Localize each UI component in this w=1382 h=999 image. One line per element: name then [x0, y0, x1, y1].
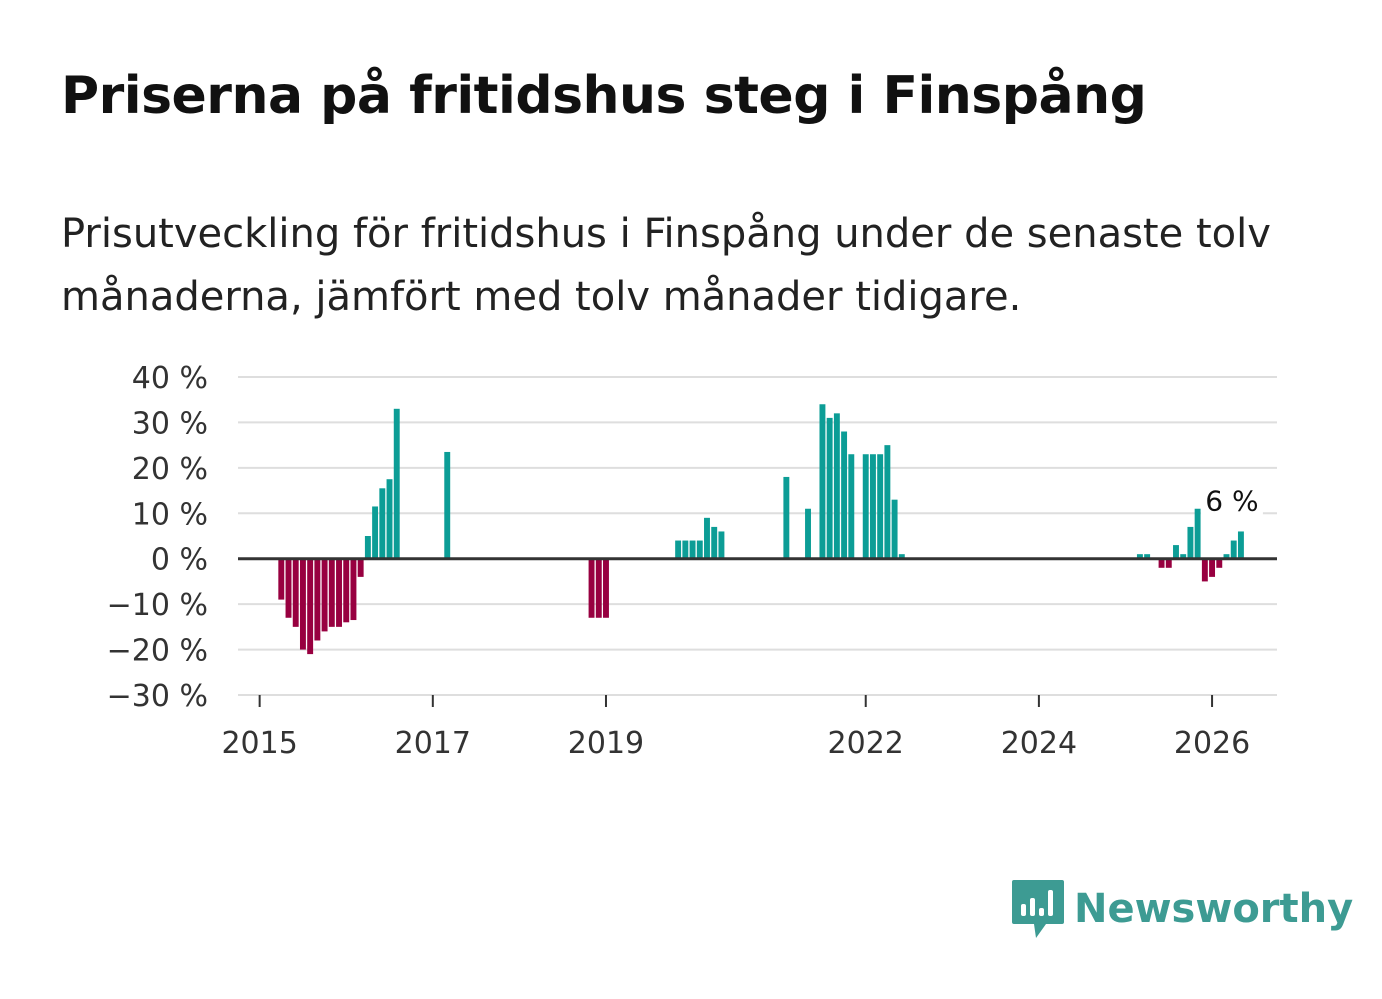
bar [783, 476, 790, 559]
bar [1194, 508, 1201, 559]
gridlines [238, 376, 1277, 696]
bar [1165, 558, 1172, 568]
bar [682, 540, 689, 559]
x-tick-label: 2017 [395, 726, 471, 761]
bar [675, 540, 682, 559]
chart-subtitle: Prisutveckling för fritidshus i Finspång… [61, 211, 1271, 320]
bar [299, 558, 306, 650]
bar [884, 445, 891, 559]
bar [1136, 554, 1143, 559]
newsworthy-logo: Newsworthy [1010, 878, 1353, 940]
bar [364, 536, 371, 559]
brand-name: Newsworthy [1074, 886, 1354, 932]
bar [704, 517, 710, 559]
y-tick-label: 40 % [132, 361, 208, 396]
y-axis-ticks: 40 % 30 % 20 % 10 % 0 % −10 % −20 % −30 % [107, 361, 208, 714]
data-labels: 6 % [1200, 484, 1263, 520]
x-tick-label: 2015 [221, 726, 297, 761]
bar [869, 454, 876, 559]
bar [891, 499, 898, 559]
bar [343, 558, 350, 623]
bar [819, 404, 826, 559]
newsworthy-logo-icon [1012, 880, 1064, 938]
bar [826, 417, 833, 559]
bar [321, 558, 328, 632]
bar [1187, 526, 1194, 559]
bar [285, 558, 292, 618]
bar [1158, 558, 1165, 568]
bar [898, 554, 905, 559]
bar [357, 558, 364, 577]
bar [848, 454, 855, 559]
bar [595, 558, 602, 618]
x-axis: 2015 2017 2019 2022 2024 2026 [221, 557, 1277, 761]
bar [328, 558, 335, 627]
bar [386, 479, 393, 559]
bar [444, 451, 451, 559]
bar [1180, 554, 1187, 559]
bar [1201, 558, 1208, 582]
bar [1216, 558, 1223, 568]
y-tick-label: 20 % [132, 452, 208, 487]
bar [711, 526, 718, 559]
bar [393, 408, 400, 559]
bar [1237, 531, 1244, 559]
bar [833, 413, 840, 559]
bar [1173, 545, 1179, 559]
x-tick-label: 2022 [828, 726, 904, 761]
bar [603, 558, 609, 618]
x-tick-label: 2019 [568, 726, 644, 761]
last-value-label: 6 % [1205, 484, 1258, 517]
bar [336, 558, 342, 627]
data-label-background [1200, 485, 1263, 520]
bar [877, 454, 884, 559]
bar [379, 488, 386, 559]
x-tick-label: 2026 [1174, 726, 1250, 761]
bar [307, 558, 314, 655]
bar [689, 540, 696, 559]
y-tick-label: 0 % [151, 543, 208, 578]
bar [696, 540, 703, 559]
bar [1230, 540, 1237, 559]
chart-title: Priserna på fritidshus steg i Finspång [61, 66, 1147, 126]
y-tick-label: −30 % [107, 679, 208, 714]
bars [278, 404, 1244, 655]
bar [278, 558, 285, 600]
y-tick-label: −10 % [107, 588, 208, 623]
y-tick-label: 10 % [132, 497, 208, 532]
bar [1223, 554, 1230, 559]
bar [862, 454, 869, 559]
bar [350, 558, 357, 621]
bar [292, 558, 299, 627]
y-tick-label: −20 % [107, 634, 208, 669]
bar [718, 531, 725, 559]
bar [805, 508, 811, 559]
bar [372, 506, 379, 559]
bar [1144, 554, 1151, 559]
bar-chart: 40 %30 %20 %10 %0 %−10 %−20 %−30 % 2015 2… [107, 361, 1277, 761]
bar [314, 558, 321, 641]
bar [1209, 558, 1216, 577]
bar [841, 431, 848, 559]
bar [588, 558, 595, 618]
x-tick-label: 2024 [1001, 726, 1077, 761]
y-tick-label: 30 % [132, 406, 208, 441]
